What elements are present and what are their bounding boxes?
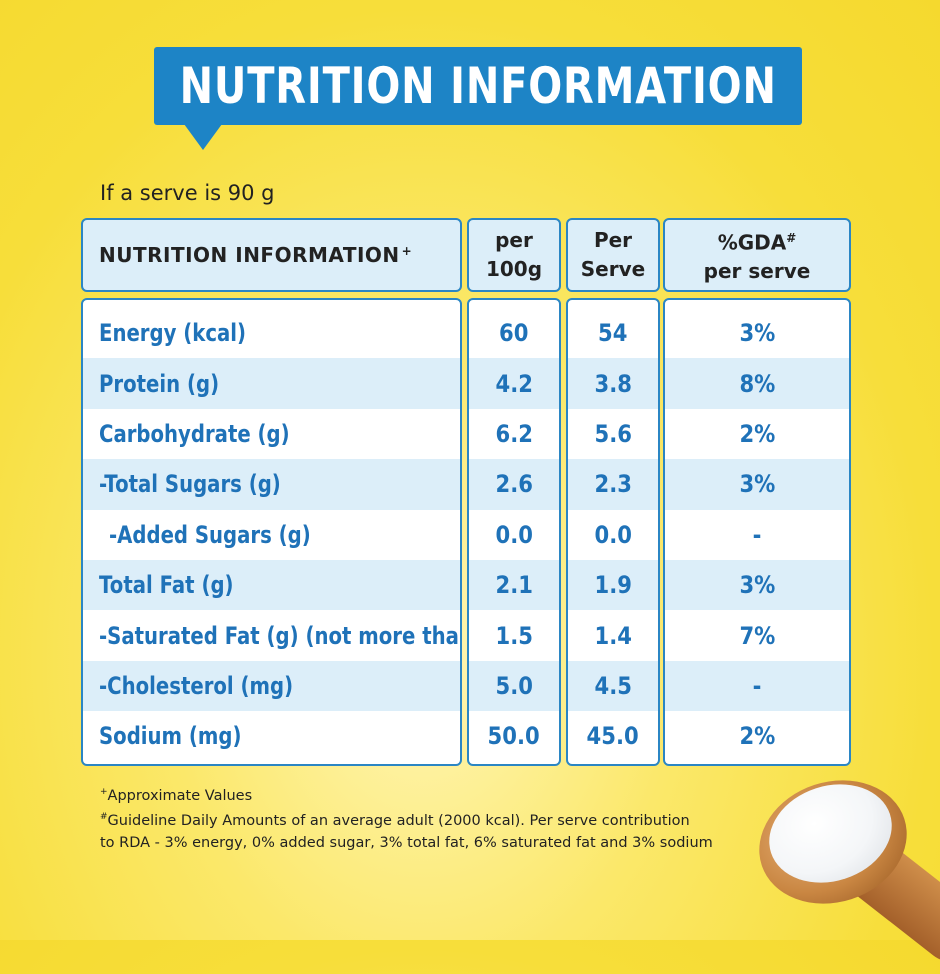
gda-value: 3%: [739, 571, 775, 600]
header-per-100g: per 100g: [467, 218, 561, 292]
gda-value: 2%: [739, 419, 775, 448]
gda-note-line2: to RDA - 3% energy, 0% added sugar, 3% t…: [100, 834, 713, 851]
table-cell: 0.0: [568, 510, 658, 560]
table-cell: 3%: [665, 308, 849, 358]
table-cell: 7%: [665, 610, 849, 660]
per100-value: 0.0: [495, 520, 533, 549]
table-row: Energy (kcal): [83, 308, 460, 358]
nutrient-name: Total Fat (g): [99, 571, 234, 600]
nutrient-name: Energy (kcal): [99, 319, 247, 348]
table-cell: 2.6: [469, 459, 559, 510]
per-serve-column: 54 3.8 5.6 2.3 0.0 1.9 1.4 4.5 45.0: [566, 298, 660, 766]
nutrient-name: Sodium (mg): [99, 722, 242, 751]
serve-value: 5.6: [594, 419, 632, 448]
nutrient-name: -Added Sugars (g): [109, 520, 311, 549]
table-row: -Cholesterol (mg): [83, 660, 460, 712]
banner-pointer: [184, 124, 222, 150]
table-cell: 3%: [665, 459, 849, 510]
table-cell: 0.0: [469, 510, 559, 560]
table-cell: 3%: [665, 559, 849, 611]
per100-value: 1.5: [495, 621, 533, 650]
serve-value: 1.4: [594, 621, 632, 650]
serve-value: 3.8: [594, 369, 632, 398]
per100-value: 50.0: [487, 722, 541, 751]
table-cell: 4.2: [469, 358, 559, 409]
table-cell: 1.4: [568, 610, 658, 660]
table-cell: 45.0: [568, 711, 658, 761]
table-cell: 5.0: [469, 660, 559, 712]
table-cell: 54: [568, 308, 658, 358]
header-serve-line1: Per: [593, 228, 633, 252]
gda-value: 3%: [739, 470, 775, 499]
gda-value: 7%: [739, 621, 775, 650]
table-cell: 60: [469, 308, 559, 358]
page-title: NUTRITION INFORMATION: [179, 57, 777, 115]
table-cell: 3.8: [568, 358, 658, 409]
serve-value: 1.9: [594, 571, 632, 600]
header-per100-line1: per: [495, 228, 533, 252]
nutrient-column: Energy (kcal) Protein (g) Carbohydrate (…: [81, 298, 462, 766]
header-gda-line1: %GDA: [717, 230, 787, 255]
gda-value: 8%: [739, 369, 775, 398]
per100-value: 4.2: [495, 369, 533, 398]
gda-value: 3%: [739, 319, 775, 348]
table-cell: 2%: [665, 711, 849, 761]
serve-value: 0.0: [594, 520, 632, 549]
per100-value: 6.2: [495, 419, 533, 448]
gda-note-line1: Guideline Daily Amounts of an average ad…: [107, 813, 690, 830]
serve-size-note: If a serve is 90 g: [100, 181, 275, 205]
header-gda-line2: per serve: [703, 259, 811, 284]
table-row: Total Fat (g): [83, 559, 460, 611]
header-serve-line2: Serve: [580, 257, 646, 281]
table-row: Protein (g): [83, 358, 460, 409]
header-nutrient-mark: +: [401, 243, 413, 258]
table-row: -Saturated Fat (g) (not more than): [83, 610, 460, 660]
nutrient-name: Carbohydrate (g): [99, 419, 290, 448]
header-nutrient-label: NUTRITION INFORMATION: [99, 242, 400, 267]
table-row: Sodium (mg): [83, 711, 460, 761]
header-gda-mark: #: [786, 230, 797, 245]
nutrient-name: Protein (g): [99, 369, 220, 398]
footnotes: +Approximate Values #Guideline Daily Amo…: [100, 782, 713, 854]
table-cell: -: [665, 510, 849, 560]
table-cell: 4.5: [568, 660, 658, 712]
gda-column: 3% 8% 2% 3% - 3% 7% - 2%: [663, 298, 851, 766]
table-cell: 2.3: [568, 459, 658, 510]
serve-value: 45.0: [586, 722, 640, 751]
table-cell: 1.9: [568, 559, 658, 611]
table-cell: 2%: [665, 409, 849, 459]
header-per-serve: Per Serve: [566, 218, 660, 292]
table-cell: -: [665, 660, 849, 712]
per100-value: 60: [499, 319, 529, 348]
gda-value: -: [752, 671, 762, 700]
title-banner: NUTRITION INFORMATION: [154, 47, 802, 125]
table-cell: 6.2: [469, 409, 559, 459]
table-cell: 2.1: [469, 559, 559, 611]
table-cell: 50.0: [469, 711, 559, 761]
table-cell: 8%: [665, 358, 849, 409]
gda-mark: #: [100, 812, 108, 823]
table-row: -Total Sugars (g): [83, 459, 460, 510]
table-row: -Added Sugars (g): [83, 510, 460, 560]
header-per100-line2: 100g: [485, 257, 543, 281]
per100-value: 2.1: [495, 571, 533, 600]
serve-value: 54: [598, 319, 628, 348]
serve-value: 4.5: [594, 671, 632, 700]
table-row: Carbohydrate (g): [83, 409, 460, 459]
nutrient-name: -Total Sugars (g): [99, 470, 281, 499]
gda-value: -: [752, 520, 762, 549]
approx-mark: +: [100, 787, 108, 797]
per100-value: 2.6: [495, 470, 533, 499]
nutrient-name: -Saturated Fat (g) (not more than): [99, 621, 462, 650]
per100-value: 5.0: [495, 671, 533, 700]
gda-value: 2%: [739, 722, 775, 751]
per-100g-column: 60 4.2 6.2 2.6 0.0 2.1 1.5 5.0 50.0: [467, 298, 561, 766]
header-gda: %GDA# per serve: [663, 218, 851, 292]
nutrient-name: -Cholesterol (mg): [99, 671, 294, 700]
approx-note: Approximate Values: [107, 787, 253, 804]
table-cell: 5.6: [568, 409, 658, 459]
header-nutrient: NUTRITION INFORMATION +: [81, 218, 462, 292]
table-cell: 1.5: [469, 610, 559, 660]
serve-value: 2.3: [594, 470, 632, 499]
